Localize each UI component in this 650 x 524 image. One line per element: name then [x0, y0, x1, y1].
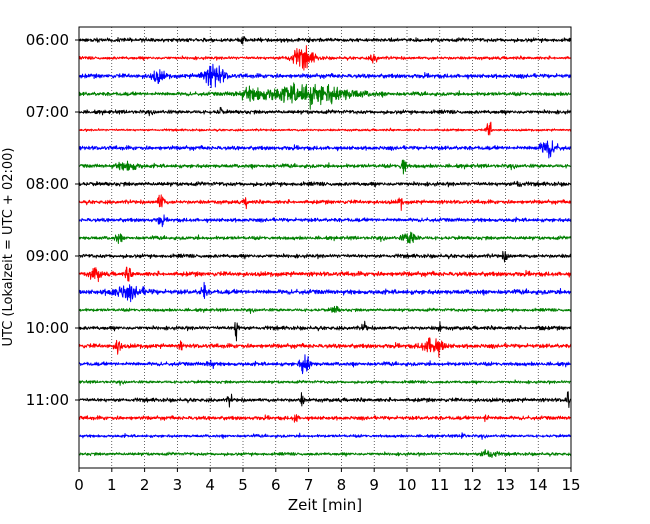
seismogram-trace-0715: [78, 121, 572, 136]
plot-frame: [78, 26, 572, 469]
seismogram-trace-1100: [78, 391, 572, 408]
x-tick-label: 8: [337, 476, 347, 494]
seismogram-trace-0615: [78, 45, 572, 71]
x-tick-label: 3: [173, 476, 183, 494]
x-tick-label: 11: [430, 476, 449, 494]
seismogram-trace-0800: [78, 180, 572, 188]
seismogram-trace-0830: [78, 214, 572, 228]
x-tick-label: 7: [304, 476, 314, 494]
seismogram-trace-1145: [78, 449, 572, 458]
seismogram-trace-0700: [78, 106, 572, 117]
x-axis-label: Zeit [min]: [288, 496, 362, 514]
seismogram-trace-0915: [78, 266, 572, 283]
x-tick-label: 12: [463, 476, 482, 494]
seismogram-trace-0630: [78, 63, 572, 89]
x-tick-label: 9: [369, 476, 379, 494]
seismogram-trace-0730: [78, 140, 572, 159]
y-tick-label: 09:00: [26, 247, 69, 265]
x-tick-label: 15: [561, 476, 580, 494]
y-tick-label: 10:00: [26, 319, 69, 337]
seismogram-trace-0815: [78, 194, 572, 211]
seismogram-trace-0930: [78, 281, 572, 303]
seismogram-trace-0745: [78, 159, 572, 175]
trace-layer: [78, 36, 572, 458]
seismogram-trace-0645: [78, 82, 572, 110]
seismogram-trace-1045: [78, 379, 572, 386]
x-tick-label: 10: [397, 476, 416, 494]
seismogram-trace-0845: [78, 231, 572, 244]
y-tick-label: 06:00: [26, 31, 69, 49]
y-tick-label: 11:00: [26, 391, 69, 409]
x-tick-label: 2: [140, 476, 150, 494]
seismogram-trace-1030: [78, 354, 572, 375]
x-tick-label: 14: [529, 476, 548, 494]
seismogram-trace-1015: [78, 337, 572, 358]
y-tick-label: 08:00: [26, 175, 69, 193]
seismogram-trace-0900: [78, 250, 572, 263]
x-tick-label: 13: [496, 476, 515, 494]
seismogram-trace-0945: [78, 305, 572, 314]
y-tick-label: 07:00: [26, 103, 69, 121]
seismogram-trace-1115: [78, 414, 572, 423]
seismogram-trace-1000: [78, 320, 572, 342]
x-tick-label: 6: [271, 476, 281, 494]
seismogram-trace-0600: [78, 36, 572, 45]
x-axis-ticks: 0 1 2 3 4 5 6 7 8 9 10 11 12 13 14 15: [74, 468, 581, 494]
seismogram-trace-1130: [78, 432, 572, 440]
y-axis-label: UTC (Lokalzeit = UTC + 02:00): [1, 148, 16, 347]
x-tick-label: 1: [107, 476, 117, 494]
x-tick-label: 0: [74, 476, 84, 494]
x-tick-label: 4: [205, 476, 215, 494]
y-axis-ticks: 06:00 07:00 08:00 09:00 10:00 11:00: [26, 31, 79, 409]
x-tick-label: 5: [238, 476, 248, 494]
